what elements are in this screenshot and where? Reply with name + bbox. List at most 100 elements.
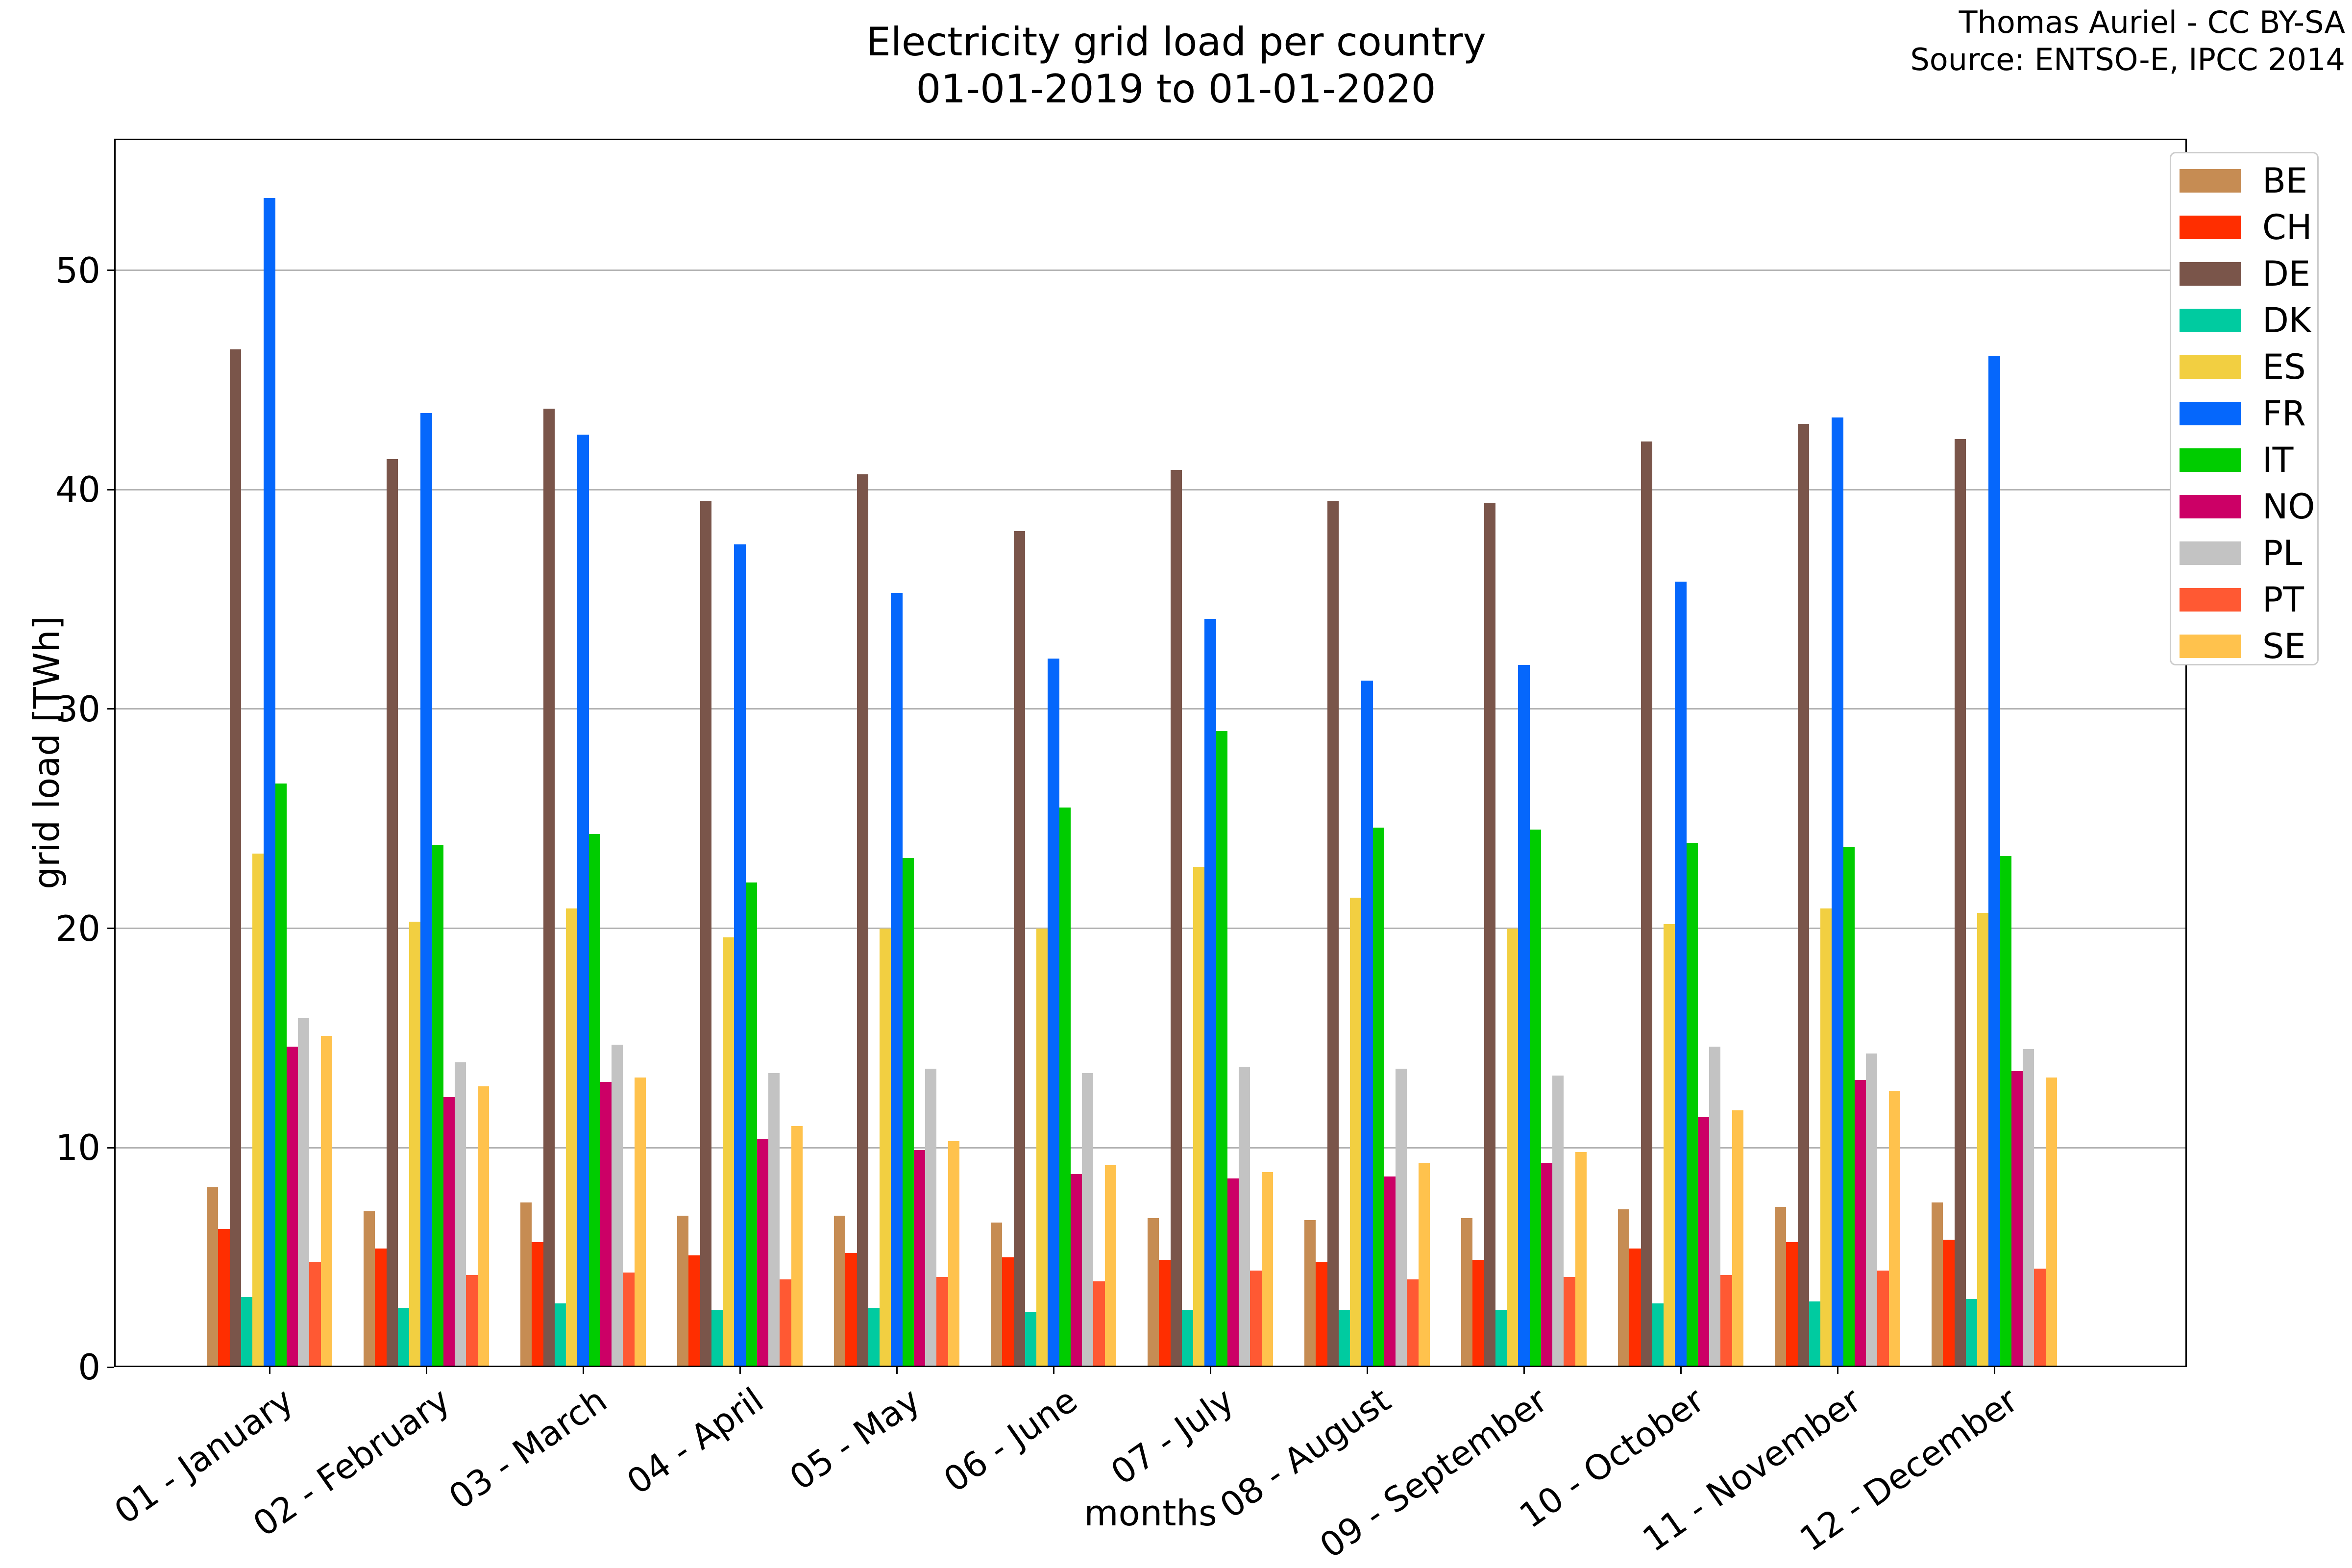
bar-IT-month-10 (1686, 843, 1698, 1367)
bar-NO-month-7 (1227, 1178, 1239, 1367)
bar-BE-month-12 (1932, 1202, 1943, 1367)
bar-CH-month-11 (1786, 1242, 1798, 1367)
bar-PL-month-7 (1239, 1066, 1250, 1367)
bar-PT-month-3 (623, 1273, 635, 1367)
bar-IT-month-11 (1843, 847, 1855, 1367)
y-tick-20 (107, 928, 114, 930)
bar-DK-month-3 (554, 1303, 566, 1367)
bar-DK-month-10 (1652, 1303, 1664, 1367)
legend-label-NO: NO (2262, 486, 2315, 527)
bar-SE-month-12 (2045, 1078, 2057, 1367)
x-tick-1 (269, 1367, 270, 1374)
bar-DE-month-7 (1170, 469, 1182, 1367)
legend-item-SE: SE (2178, 623, 2313, 669)
legend-item-DK: DK (2178, 297, 2313, 343)
bar-FR-month-2 (420, 413, 432, 1367)
x-tick-3 (582, 1367, 584, 1374)
legend-swatch-BE (2180, 169, 2241, 193)
bar-PT-month-5 (936, 1277, 948, 1367)
x-tick-2 (425, 1367, 427, 1374)
bar-BE-month-1 (207, 1187, 219, 1367)
x-axis-label: months (1084, 1493, 1217, 1534)
bar-PL-month-1 (298, 1018, 310, 1367)
bar-ES-month-11 (1820, 908, 1832, 1367)
y-tick-30 (107, 708, 114, 710)
y-axis-label: grid load [TWh] (26, 616, 67, 889)
bar-IT-month-1 (275, 784, 287, 1367)
bar-FR-month-5 (891, 592, 903, 1367)
legend-swatch-ES (2180, 355, 2241, 379)
legend-label-DE: DE (2262, 253, 2311, 294)
bar-DK-month-7 (1181, 1310, 1194, 1367)
x-tick-label-5: 05 - May (783, 1380, 928, 1498)
bar-ES-month-6 (1036, 928, 1048, 1367)
bar-BE-month-10 (1618, 1209, 1630, 1367)
legend-item-NO: NO (2178, 483, 2315, 530)
bar-FR-month-11 (1832, 417, 1843, 1367)
bar-PT-month-2 (466, 1274, 478, 1367)
legend-item-IT: IT (2178, 437, 2313, 483)
x-tick-label-6: 06 - June (936, 1380, 1085, 1500)
bar-PT-month-1 (309, 1262, 321, 1367)
bar-CH-month-3 (532, 1242, 543, 1367)
bar-CH-month-2 (375, 1249, 387, 1367)
bar-NO-month-8 (1384, 1176, 1396, 1367)
legend-item-ES: ES (2178, 343, 2313, 390)
legend-item-CH: CH (2178, 204, 2313, 250)
legend-swatch-SE (2180, 635, 2241, 658)
bar-IT-month-2 (432, 845, 443, 1367)
bar-SE-month-1 (320, 1036, 332, 1367)
bar-SE-month-3 (634, 1078, 646, 1367)
bar-FR-month-1 (264, 197, 275, 1367)
y-tick-40 (107, 489, 114, 490)
legend-label-ES: ES (2262, 346, 2306, 387)
credit-author: Thomas Auriel - CC BY-SA (1959, 4, 2345, 40)
bar-DK-month-6 (1025, 1312, 1037, 1367)
legend-swatch-FR (2180, 402, 2241, 425)
bar-NO-month-5 (913, 1150, 926, 1367)
legend-item-PL: PL (2178, 530, 2313, 576)
bar-PT-month-11 (1877, 1271, 1889, 1367)
bar-PL-month-6 (1082, 1073, 1094, 1367)
legend-swatch-IT (2180, 448, 2241, 472)
legend-label-PT: PT (2262, 579, 2304, 620)
bar-CH-month-1 (218, 1228, 230, 1367)
legend-label-PL: PL (2262, 533, 2303, 573)
bar-DE-month-5 (857, 474, 868, 1367)
x-tick-12 (1993, 1367, 1995, 1374)
bar-DK-month-1 (241, 1297, 253, 1367)
legend-swatch-CH (2180, 216, 2241, 239)
bar-FR-month-8 (1361, 680, 1373, 1367)
legend-swatch-NO (2180, 495, 2241, 518)
bar-DE-month-4 (700, 500, 711, 1367)
bar-BE-month-4 (677, 1216, 689, 1367)
bar-NO-month-4 (757, 1139, 769, 1367)
bar-PL-month-4 (768, 1073, 780, 1367)
legend-label-IT: IT (2262, 440, 2294, 480)
legend-item-BE: BE (2178, 157, 2313, 204)
bar-SE-month-6 (1104, 1165, 1116, 1367)
plot-area (114, 139, 2187, 1367)
x-tick-9 (1523, 1367, 1525, 1374)
bar-FR-month-12 (1988, 356, 2000, 1367)
bar-DK-month-8 (1338, 1310, 1350, 1367)
bar-BE-month-2 (364, 1211, 375, 1367)
bar-DE-month-3 (543, 408, 555, 1367)
bar-FR-month-10 (1675, 582, 1687, 1367)
bar-DK-month-9 (1495, 1310, 1507, 1367)
bar-CH-month-5 (845, 1253, 857, 1367)
legend: BE CH DE DK ES FR IT NO PL PT SE (2170, 152, 2319, 665)
bar-BE-month-5 (834, 1216, 846, 1367)
bar-IT-month-12 (2000, 856, 2011, 1367)
bar-PL-month-2 (455, 1062, 466, 1367)
chart-title-line1: Electricity grid load per country (866, 19, 1486, 65)
bar-CH-month-12 (1943, 1240, 1955, 1367)
x-tick-label-4: 04 - April (619, 1380, 771, 1503)
y-tick-label-0: 0 (78, 1347, 100, 1388)
bar-PL-month-11 (1866, 1053, 1878, 1367)
bar-NO-month-9 (1541, 1163, 1553, 1367)
bar-IT-month-6 (1059, 808, 1071, 1367)
bar-DE-month-1 (229, 349, 241, 1367)
bar-FR-month-6 (1048, 658, 1059, 1367)
